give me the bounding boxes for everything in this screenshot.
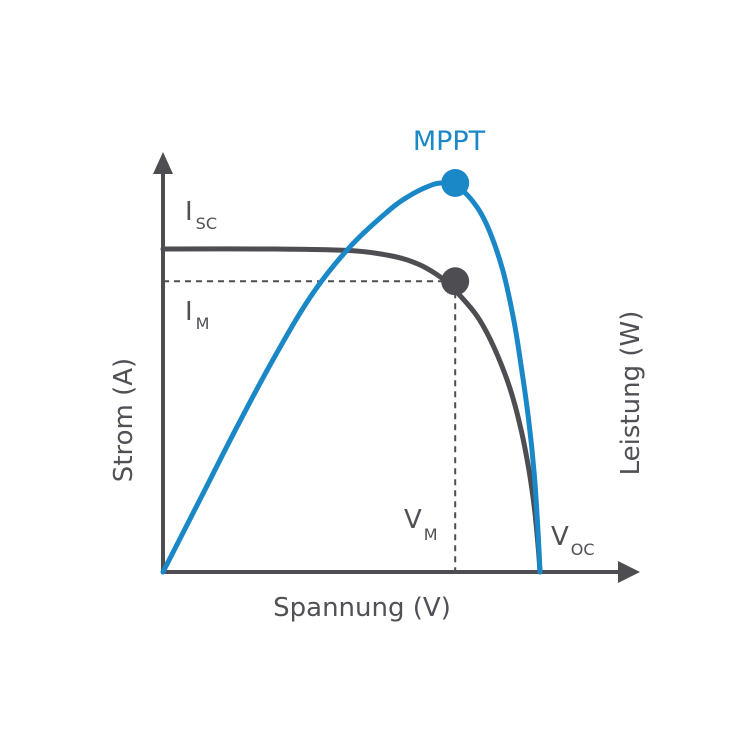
- mppt-point: [441, 169, 470, 197]
- im-label-main: I: [185, 297, 193, 327]
- y2-axis-title: Leistung (W): [616, 311, 646, 476]
- x-axis-arrow: [618, 561, 640, 583]
- isc-label-sub: SC: [196, 214, 217, 233]
- vm-label-sub: M: [424, 525, 438, 544]
- x-axis-title: Spannung (V): [273, 593, 451, 623]
- im-label-sub: M: [196, 314, 210, 333]
- isc-label-main: I: [185, 197, 193, 227]
- power-curve: [160, 180, 543, 575]
- voc-label-main: V: [551, 522, 569, 552]
- voc-label: V OC: [551, 522, 595, 559]
- y-axis-title: Strom (A): [109, 358, 139, 482]
- max-current-point: [441, 267, 470, 296]
- voc-label-sub: OC: [571, 540, 595, 559]
- current-curve: [160, 246, 543, 575]
- vm-label-main: V: [404, 505, 422, 535]
- mppt-label: MPPT: [413, 126, 486, 157]
- y-axis-arrow: [153, 152, 173, 174]
- isc-label: I SC: [185, 197, 217, 233]
